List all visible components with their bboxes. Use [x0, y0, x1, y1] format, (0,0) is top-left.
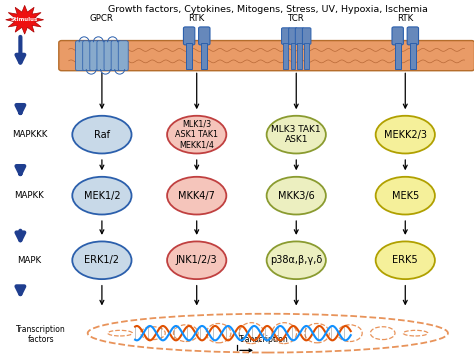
Text: p38α,β,γ,δ: p38α,β,γ,δ [270, 255, 322, 265]
FancyBboxPatch shape [104, 41, 114, 70]
FancyBboxPatch shape [282, 28, 290, 44]
FancyBboxPatch shape [295, 28, 304, 44]
FancyBboxPatch shape [97, 41, 107, 70]
Text: MAPKK: MAPKK [15, 191, 44, 200]
Ellipse shape [167, 241, 227, 279]
Ellipse shape [375, 177, 435, 214]
FancyBboxPatch shape [111, 41, 121, 70]
Text: MKK4/7: MKK4/7 [178, 191, 215, 201]
FancyBboxPatch shape [201, 43, 207, 69]
Text: Transcription: Transcription [239, 335, 289, 344]
Text: RTK: RTK [189, 14, 205, 23]
Ellipse shape [72, 177, 131, 214]
FancyBboxPatch shape [297, 43, 302, 69]
FancyBboxPatch shape [75, 41, 85, 70]
Ellipse shape [266, 177, 326, 214]
FancyBboxPatch shape [199, 27, 210, 45]
Ellipse shape [72, 241, 131, 279]
FancyBboxPatch shape [186, 43, 192, 69]
Text: MEK1/2: MEK1/2 [83, 191, 120, 201]
FancyBboxPatch shape [410, 43, 416, 69]
Ellipse shape [375, 241, 435, 279]
FancyBboxPatch shape [283, 43, 288, 69]
Text: MEKK2/3: MEKK2/3 [384, 130, 427, 140]
Text: MLK1/3
ASK1 TAK1
MEKK1/4: MLK1/3 ASK1 TAK1 MEKK1/4 [175, 120, 218, 150]
FancyBboxPatch shape [304, 43, 309, 69]
FancyBboxPatch shape [392, 27, 403, 45]
Ellipse shape [167, 177, 227, 214]
Text: MEK5: MEK5 [392, 191, 419, 201]
Text: ERK1/2: ERK1/2 [84, 255, 119, 265]
Text: GPCR: GPCR [90, 14, 114, 23]
FancyBboxPatch shape [82, 41, 92, 70]
Text: MAPKKK: MAPKKK [12, 130, 47, 139]
Text: Raf: Raf [94, 130, 110, 140]
Text: Stimulus: Stimulus [11, 17, 38, 22]
FancyBboxPatch shape [291, 43, 295, 69]
FancyBboxPatch shape [302, 28, 311, 44]
Text: Transcription
factors: Transcription factors [16, 325, 65, 344]
Text: JNK1/2/3: JNK1/2/3 [176, 255, 218, 265]
FancyBboxPatch shape [59, 41, 474, 71]
Text: RTK: RTK [397, 14, 413, 23]
FancyBboxPatch shape [90, 41, 100, 70]
FancyBboxPatch shape [183, 27, 195, 45]
FancyBboxPatch shape [395, 43, 401, 69]
Ellipse shape [375, 116, 435, 154]
Ellipse shape [167, 116, 227, 154]
Text: Growth factors, Cytokines, Mitogens, Stress, UV, Hypoxia, Ischemia: Growth factors, Cytokines, Mitogens, Str… [108, 5, 428, 14]
Text: MAPK: MAPK [18, 256, 41, 265]
Text: MLK3 TAK1
ASK1: MLK3 TAK1 ASK1 [272, 125, 321, 145]
Text: MKK3/6: MKK3/6 [278, 191, 315, 201]
PathPatch shape [6, 5, 44, 34]
FancyBboxPatch shape [118, 41, 128, 70]
Ellipse shape [72, 116, 131, 154]
Ellipse shape [266, 116, 326, 154]
FancyBboxPatch shape [407, 27, 419, 45]
Ellipse shape [266, 241, 326, 279]
FancyBboxPatch shape [289, 28, 297, 44]
Text: ERK5: ERK5 [392, 255, 418, 265]
Text: TCR: TCR [288, 14, 305, 23]
